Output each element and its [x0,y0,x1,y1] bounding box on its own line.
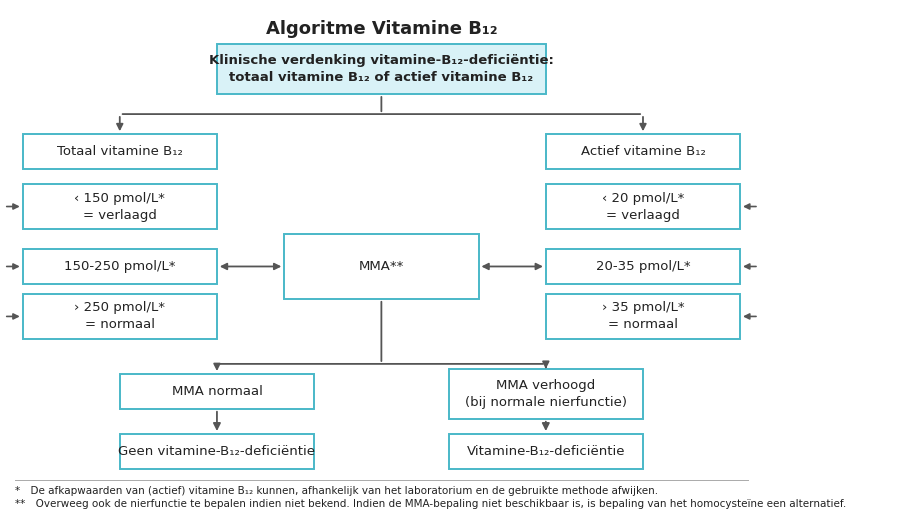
FancyBboxPatch shape [217,44,545,94]
FancyBboxPatch shape [22,249,217,284]
Text: ‹ 150 pmol/L*
= verlaagd: ‹ 150 pmol/L* = verlaagd [75,192,166,222]
FancyBboxPatch shape [22,184,217,229]
Text: Actief vitamine B₁₂: Actief vitamine B₁₂ [580,145,706,158]
Text: Totaal vitamine B₁₂: Totaal vitamine B₁₂ [57,145,183,158]
Text: 20-35 pmol/L*: 20-35 pmol/L* [596,260,690,273]
Text: Geen vitamine-B₁₂-deficiëntie: Geen vitamine-B₁₂-deficiëntie [119,445,315,458]
FancyBboxPatch shape [449,369,643,419]
Text: MMA verhoogd
(bij normale nierfunctie): MMA verhoogd (bij normale nierfunctie) [464,379,626,409]
Text: ** Overweeg ook de nierfunctie te bepalen indien niet bekend. Indien de MMA-bepa: ** Overweeg ook de nierfunctie te bepale… [15,499,846,509]
Text: 150-250 pmol/L*: 150-250 pmol/L* [64,260,176,273]
Text: * De afkapwaarden van (actief) vitamine B₁₂ kunnen, afhankelijk van het laborato: * De afkapwaarden van (actief) vitamine … [15,486,658,497]
FancyBboxPatch shape [545,294,740,339]
FancyBboxPatch shape [449,434,643,469]
Text: Vitamine-B₁₂-deficiëntie: Vitamine-B₁₂-deficiëntie [466,445,626,458]
FancyBboxPatch shape [284,234,479,299]
Text: MMA normaal: MMA normaal [172,385,263,398]
Text: MMA**: MMA** [359,260,404,273]
Text: › 35 pmol/L*
= normaal: › 35 pmol/L* = normaal [602,301,684,332]
Text: Klinische verdenking vitamine-B₁₂-deficiëntie:
totaal vitamine B₁₂ of actief vit: Klinische verdenking vitamine-B₁₂-defici… [209,54,554,84]
FancyBboxPatch shape [545,184,740,229]
Text: Algoritme Vitamine B₁₂: Algoritme Vitamine B₁₂ [266,20,497,38]
Text: ‹ 20 pmol/L*
= verlaagd: ‹ 20 pmol/L* = verlaagd [602,192,684,222]
FancyBboxPatch shape [120,434,314,469]
FancyBboxPatch shape [545,249,740,284]
FancyBboxPatch shape [22,294,217,339]
Text: › 250 pmol/L*
= normaal: › 250 pmol/L* = normaal [75,301,166,332]
FancyBboxPatch shape [545,134,740,169]
FancyBboxPatch shape [22,134,217,169]
FancyBboxPatch shape [120,374,314,409]
